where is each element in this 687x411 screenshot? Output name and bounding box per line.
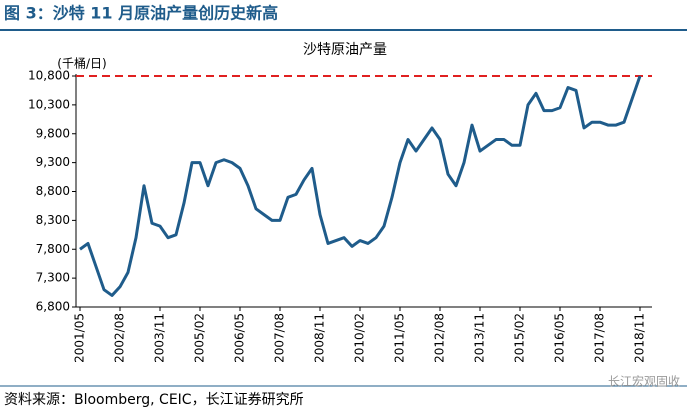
x-tick-label: 2005/02	[193, 313, 207, 363]
x-tick-label: 2011/05	[393, 313, 407, 363]
y-tick-label: 10,300	[28, 97, 70, 111]
y-tick-label: 10,800	[28, 69, 70, 83]
x-tick-label: 2003/11	[153, 313, 167, 363]
chart-title: 沙特原油产量	[303, 42, 387, 58]
y-tick-label: 9,300	[36, 155, 70, 169]
x-tick-label: 2018/11	[633, 313, 647, 363]
y-tick-label: 7,800	[36, 242, 70, 256]
x-tick-label: 2002/08	[113, 313, 127, 363]
x-tick-label: 2017/08	[593, 313, 607, 363]
x-tick-label: 2001/05	[73, 313, 87, 363]
watermark: 长江宏观固收	[608, 374, 680, 389]
data-line	[79, 75, 642, 297]
y-unit-label: (千桶/日)	[57, 56, 106, 71]
x-tick-label: 2013/11	[473, 313, 487, 363]
x-tick-label: 2015/02	[513, 313, 527, 363]
x-tick-label: 2006/05	[233, 313, 247, 363]
header-title: 图 3：沙特 11 月原油产量创历史新高	[4, 4, 278, 23]
y-tick-label: 8,300	[36, 213, 70, 227]
y-tick-label: 6,800	[36, 300, 70, 314]
x-tick-label: 2007/08	[273, 313, 287, 363]
footer-source: 资料来源：Bloomberg, CEIC，长江证券研究所	[4, 392, 304, 408]
x-tick-label: 2012/08	[433, 313, 447, 363]
x-tick-label: 2008/11	[313, 313, 327, 363]
y-tick-label: 8,800	[36, 184, 70, 198]
y-tick-label: 9,800	[36, 126, 70, 140]
y-tick-label: 7,300	[36, 271, 70, 285]
x-tick-label: 2010/02	[353, 313, 367, 363]
x-tick-label: 2016/05	[553, 313, 567, 363]
